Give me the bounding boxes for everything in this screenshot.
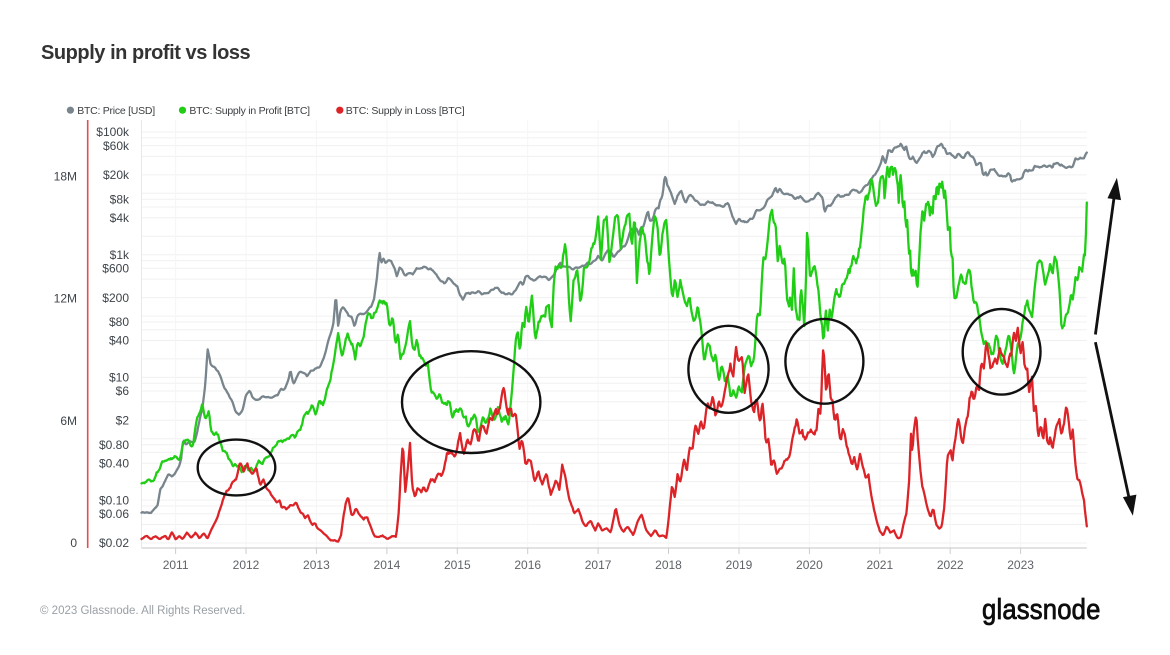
svg-text:2023: 2023	[1007, 558, 1034, 572]
svg-text:2015: 2015	[444, 558, 471, 572]
svg-text:$4k: $4k	[110, 211, 130, 225]
svg-text:$8k: $8k	[110, 193, 130, 207]
svg-text:$600: $600	[102, 262, 129, 276]
svg-text:6M: 6M	[60, 414, 77, 428]
svg-text:$20k: $20k	[103, 168, 130, 182]
svg-text:$0.06: $0.06	[99, 507, 129, 521]
svg-text:18M: 18M	[54, 169, 77, 183]
svg-text:$200: $200	[102, 291, 129, 305]
svg-text:2011: 2011	[163, 558, 189, 572]
svg-text:$2: $2	[116, 414, 130, 428]
svg-text:$0.02: $0.02	[99, 536, 129, 550]
svg-text:2018: 2018	[655, 558, 682, 572]
svg-text:BTC: Supply in Loss [BTC]: BTC: Supply in Loss [BTC]	[346, 105, 465, 117]
svg-text:2014: 2014	[374, 558, 401, 572]
svg-text:$80: $80	[109, 315, 129, 329]
svg-text:$6: $6	[116, 384, 130, 398]
svg-text:2021: 2021	[866, 558, 893, 572]
svg-text:$10: $10	[109, 371, 129, 385]
svg-text:2013: 2013	[303, 558, 330, 572]
svg-text:2022: 2022	[937, 558, 964, 572]
svg-text:BTC: Supply in Profit [BTC]: BTC: Supply in Profit [BTC]	[189, 105, 310, 117]
svg-text:$1k: $1k	[110, 248, 130, 262]
svg-text:0: 0	[70, 536, 77, 550]
svg-text:2019: 2019	[726, 558, 753, 572]
svg-text:$40: $40	[109, 334, 129, 348]
svg-text:2017: 2017	[585, 558, 612, 572]
svg-text:$0.80: $0.80	[99, 438, 129, 452]
svg-text:2012: 2012	[233, 558, 260, 572]
svg-text:2016: 2016	[514, 558, 541, 572]
svg-text:2020: 2020	[796, 558, 823, 572]
svg-text:$0.10: $0.10	[99, 493, 129, 507]
svg-text:$100k: $100k	[96, 125, 130, 139]
svg-text:$0.40: $0.40	[99, 456, 129, 470]
svg-text:$60k: $60k	[103, 139, 130, 153]
svg-text:12M: 12M	[54, 292, 77, 306]
svg-text:BTC: Price [USD]: BTC: Price [USD]	[77, 105, 155, 117]
